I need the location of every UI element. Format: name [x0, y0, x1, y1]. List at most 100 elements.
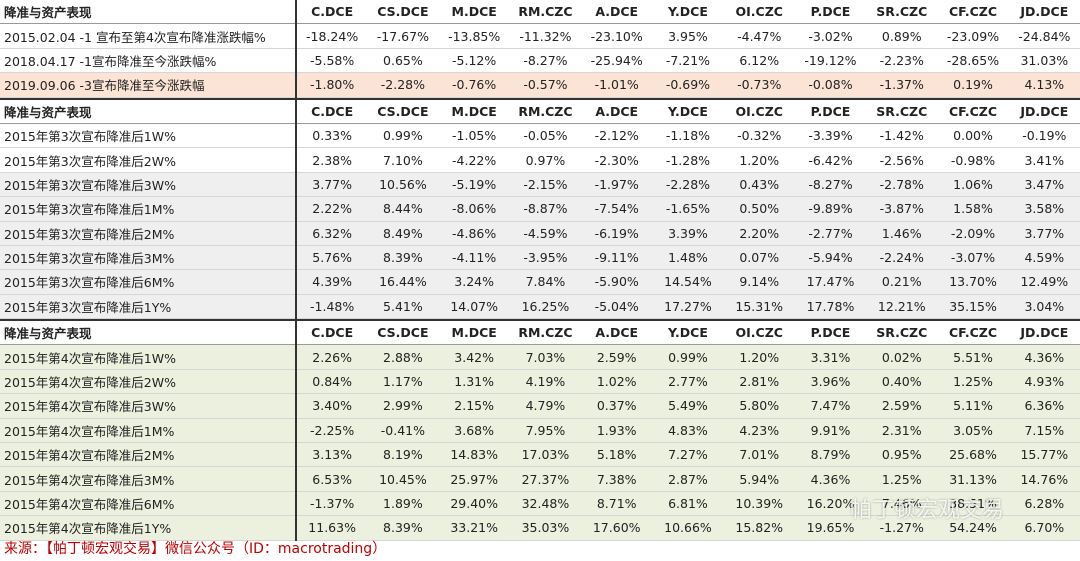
header-row: 降准与资产表现 C.DCE CS.DCE M.DCE RM.CZC A.DCE Y.DCE O…	[0, 320, 1080, 346]
header-cell: RM.CZC	[509, 320, 582, 346]
value-cell: -2.12%	[581, 123, 653, 149]
value-cell: 3.31%	[794, 344, 867, 370]
data-row: 2015年第3次宣布降准后6M% 4.39% 16.44% 3.24% 7.84% -5.…	[0, 269, 1080, 295]
header-cell: P.DCE	[794, 0, 867, 25]
value-cell: 0.50%	[723, 196, 795, 222]
header-cell: JD.DCE	[1008, 0, 1080, 25]
value-cell: -5.04%	[581, 294, 653, 320]
value-cell: 3.40%	[296, 393, 368, 419]
value-cell: 0.84%	[296, 369, 368, 395]
data-row: 2019.09.06 -3宣布降准至今涨跌幅 -1.80% -2.28% -0.76%…	[0, 72, 1080, 98]
header-cell: Y.DCE	[652, 98, 724, 124]
data-row: 2015年第3次宣布降准后1Y% -1.48% 5.41% 14.07% 16.25% -…	[0, 294, 1080, 320]
value-cell: -5.19%	[438, 172, 510, 198]
table-body: 降准与资产表现 C.DCE CS.DCE M.DCE RM.CZC A.DCE Y.DCE O…	[0, 98, 1080, 320]
value-cell: 35.15%	[937, 294, 1009, 320]
data-row: 2015年第4次宣布降准后2W% 0.84% 1.17% 1.31% 4.19% 1.02…	[0, 369, 1080, 395]
value-cell: 0.97%	[509, 147, 582, 173]
value-cell: -4.22%	[438, 147, 510, 173]
value-cell: 7.38%	[581, 466, 653, 492]
value-cell: 1.89%	[367, 491, 439, 517]
row-label: 2015年第3次宣布降准后3M%	[0, 245, 297, 271]
value-cell: 17.03%	[509, 442, 582, 468]
value-cell: 4.23%	[723, 418, 795, 444]
value-cell: 5.76%	[296, 245, 368, 271]
value-cell: 2.59%	[581, 344, 653, 370]
value-cell: 1.25%	[937, 369, 1009, 395]
data-row: 2015年第4次宣布降准后1M% -2.25% -0.41% 3.68% 7.95% 1.…	[0, 418, 1080, 444]
value-cell: 3.41%	[1008, 147, 1080, 173]
value-cell: 4.59%	[1008, 245, 1080, 271]
value-cell: -28.65%	[937, 48, 1009, 74]
value-cell: 3.47%	[1008, 172, 1080, 198]
value-cell: 2.99%	[367, 393, 439, 419]
value-cell: -3.87%	[866, 196, 938, 222]
value-cell: 8.49%	[367, 221, 439, 246]
value-cell: 0.99%	[652, 344, 724, 370]
value-cell: -2.78%	[866, 172, 938, 198]
header-cell: M.DCE	[438, 320, 510, 346]
value-cell: 1.02%	[581, 369, 653, 395]
value-cell: -1.48%	[296, 294, 368, 320]
row-label: 2015年第4次宣布降准后3M%	[0, 466, 297, 492]
header-cell: JD.DCE	[1008, 98, 1080, 124]
value-cell: 2.77%	[652, 369, 724, 395]
value-cell: -7.21%	[652, 48, 724, 74]
value-cell: -2.28%	[367, 72, 439, 98]
value-cell: -0.19%	[1008, 123, 1080, 149]
data-table: 降准与资产表现 C.DCE CS.DCE M.DCE RM.CZC A.DCE Y.DCE O…	[0, 97, 1080, 320]
value-cell: 32.48%	[509, 491, 582, 517]
data-row: 2015年第4次宣布降准后6M% -1.37% 1.89% 29.40% 32.48% 8…	[0, 491, 1080, 517]
header-cell: 降准与资产表现	[0, 0, 297, 25]
value-cell: 1.48%	[652, 245, 724, 271]
value-cell: 14.83%	[438, 442, 510, 468]
value-cell: -1.42%	[866, 123, 938, 149]
value-cell: 5.49%	[652, 393, 724, 419]
row-label: 2015年第4次宣布降准后1Y%	[0, 515, 297, 541]
value-cell: 2.26%	[296, 344, 368, 370]
value-cell: 1.06%	[937, 172, 1009, 198]
header-cell: OI.CZC	[723, 0, 795, 25]
value-cell: -2.25%	[296, 418, 368, 444]
value-cell: 2.81%	[723, 369, 795, 395]
data-row: 2015.02.04 -1 宣布至第4次宣布降准涨跌幅% -18.24% -17.6…	[0, 23, 1080, 49]
header-row: 降准与资产表现 C.DCE CS.DCE M.DCE RM.CZC A.DCE Y.DCE O…	[0, 98, 1080, 124]
value-cell: 8.79%	[794, 442, 867, 468]
value-cell: 3.24%	[438, 269, 510, 295]
value-cell: -2.56%	[866, 147, 938, 173]
value-cell: -1.65%	[652, 196, 724, 222]
value-cell: 6.70%	[1008, 515, 1080, 541]
value-cell: 29.40%	[438, 491, 510, 517]
header-cell: SR.CZC	[866, 98, 938, 124]
value-cell: 31.13%	[937, 466, 1009, 492]
header-cell: Y.DCE	[652, 0, 724, 25]
data-row: 2018.04.17 -1宣布降准至今涨跌幅% -5.58% 0.65% -5.12%…	[0, 48, 1080, 74]
value-cell: 7.10%	[367, 147, 439, 173]
header-cell: C.DCE	[296, 98, 368, 124]
value-cell: 15.82%	[723, 515, 795, 541]
value-cell: -17.67%	[367, 23, 439, 49]
value-cell: 4.79%	[509, 393, 582, 419]
value-cell: -9.11%	[581, 245, 653, 271]
value-cell: -1.37%	[866, 72, 938, 98]
value-cell: 4.93%	[1008, 369, 1080, 395]
value-cell: 12.49%	[1008, 269, 1080, 295]
row-label: 2015年第4次宣布降准后2W%	[0, 369, 297, 395]
value-cell: 27.37%	[509, 466, 582, 492]
value-cell: 35.03%	[509, 515, 582, 541]
watermark: 帕丁顿宏观交易	[850, 498, 1005, 523]
header-cell: CS.DCE	[367, 0, 439, 25]
value-cell: 25.68%	[937, 442, 1009, 468]
value-cell: -1.37%	[296, 491, 368, 517]
value-cell: 1.93%	[581, 418, 653, 444]
value-cell: 2.38%	[296, 147, 368, 173]
value-cell: 4.39%	[296, 269, 368, 295]
value-cell: 0.89%	[866, 23, 938, 49]
value-cell: -0.08%	[794, 72, 867, 98]
value-cell: 1.20%	[723, 344, 795, 370]
header-cell: M.DCE	[438, 0, 510, 25]
value-cell: -5.94%	[794, 245, 867, 271]
row-label: 2015年第4次宣布降准后1M%	[0, 418, 297, 444]
row-label: 2015年第4次宣布降准后2M%	[0, 442, 297, 468]
